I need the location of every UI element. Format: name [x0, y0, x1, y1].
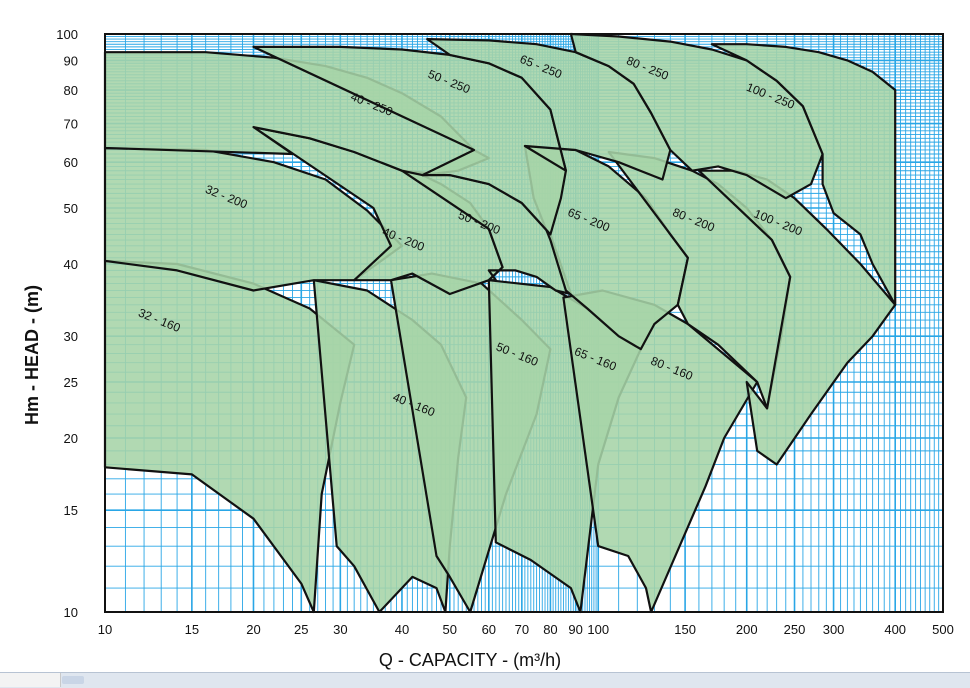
region-65-200: [523, 144, 690, 351]
y-tick-label: 20: [64, 431, 78, 446]
region-65-250: [426, 37, 672, 181]
x-tick-label: 60: [482, 622, 496, 637]
status-bar: [0, 672, 970, 688]
x-axis-title: Q - CAPACITY - (m³/h): [379, 650, 561, 670]
x-tick-label: 300: [823, 622, 845, 637]
status-bar-panel: [0, 673, 61, 687]
plot-frame: [104, 33, 944, 613]
y-tick-label: 40: [64, 257, 78, 272]
x-tick-label: 30: [333, 622, 347, 637]
y-tick-label: 80: [64, 83, 78, 98]
y-tick-label: 15: [64, 503, 78, 518]
x-tick-label: 500: [932, 622, 954, 637]
region-100-250: [710, 43, 897, 306]
y-tick-label: 90: [64, 53, 78, 68]
pump-regions: [103, 32, 897, 614]
x-tick-label: 200: [736, 622, 758, 637]
y-axis-ticks: 10 15 20 25 30 40 50 60 70 80 90 100: [56, 27, 78, 620]
x-tick-label: 50: [443, 622, 457, 637]
x-tick-label: 15: [185, 622, 199, 637]
y-tick-label: 50: [64, 201, 78, 216]
region-80-250: [569, 32, 824, 200]
y-axis-title: Hm - HEAD - (m): [22, 285, 42, 425]
x-tick-label: 80: [543, 622, 557, 637]
x-tick-label: 250: [784, 622, 806, 637]
y-tick-label: 70: [64, 117, 78, 132]
region-50-250: [252, 45, 568, 236]
x-axis-ticks: 10 15 20 25 30 40 50 60 70 80 90 100 150 200 250 300 400…: [98, 622, 954, 637]
x-tick-label: 40: [395, 622, 409, 637]
x-tick-label: 150: [674, 622, 696, 637]
y-tick-label: 25: [64, 375, 78, 390]
x-tick-label: 10: [98, 622, 112, 637]
y-tick-label: 30: [64, 329, 78, 344]
y-tick-label: 10: [64, 605, 78, 620]
y-tick-label: 60: [64, 155, 78, 170]
x-tick-label: 100: [587, 622, 609, 637]
x-tick-label: 90: [568, 622, 582, 637]
status-bar-indicator: [62, 676, 84, 684]
x-tick-label: 25: [294, 622, 308, 637]
x-tick-label: 70: [515, 622, 529, 637]
x-tick-label: 400: [884, 622, 906, 637]
y-tick-label: 100: [56, 27, 78, 42]
x-tick-label: 20: [246, 622, 260, 637]
